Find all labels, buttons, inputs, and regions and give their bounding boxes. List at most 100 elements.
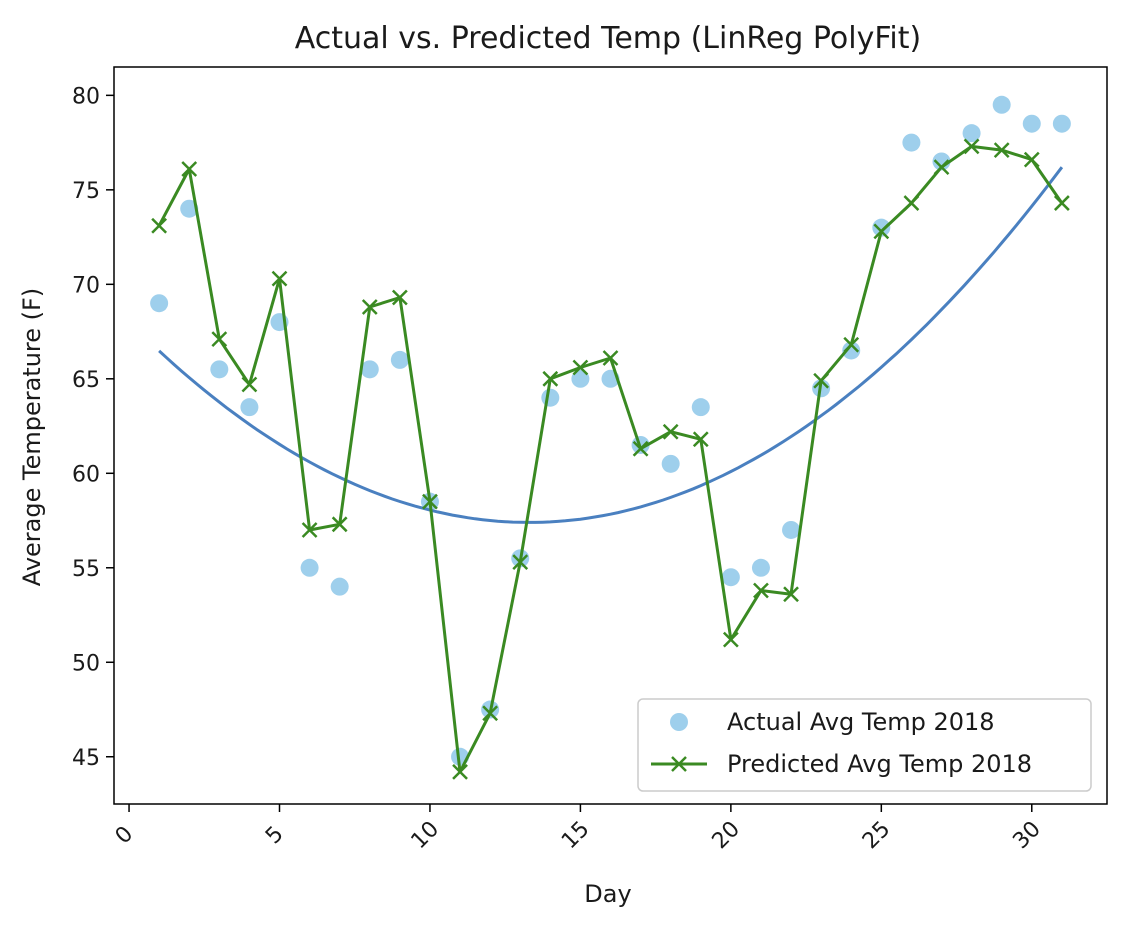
y-tick-label: 60: [72, 462, 100, 487]
actual-point: [751, 558, 770, 577]
y-axis-label: Average Temperature (F): [18, 288, 46, 586]
predicted-point: [783, 586, 799, 603]
legend: Actual Avg Temp 2018 Predicted Avg Temp …: [637, 698, 1092, 792]
legend-actual-marker: [670, 713, 688, 731]
predicted-point: [722, 631, 739, 648]
predicted-marker-stroke: [422, 493, 438, 510]
y-tick-label: 55: [72, 557, 100, 582]
actual-point: [571, 369, 590, 388]
predicted-point: [331, 516, 348, 533]
x-tick-label: 15: [557, 817, 594, 854]
y-tick-label: 65: [72, 368, 100, 393]
predicted-marker-stroke: [602, 350, 619, 366]
actual-point: [150, 294, 169, 313]
polyfit-line: [158, 166, 1064, 524]
x-tick-label: 0: [111, 822, 139, 850]
predicted-marker-stroke: [632, 440, 649, 457]
actual-point: [1022, 114, 1041, 133]
x-tick-label: 5: [261, 822, 289, 850]
actual-point: [842, 341, 861, 360]
predicted-marker-stroke: [662, 423, 679, 440]
predicted-marker-stroke: [391, 289, 408, 306]
axes-frame: [113, 66, 1108, 805]
predicted-marker-stroke: [572, 359, 589, 376]
predicted-point: [301, 522, 318, 538]
legend-predicted-label: Predicted Avg Temp 2018: [727, 750, 1032, 778]
predicted-point: [211, 331, 228, 348]
predicted-point: [391, 289, 408, 306]
predicted-marker-stroke: [512, 554, 529, 570]
predicted-point: [422, 493, 438, 510]
predicted-point: [632, 440, 649, 457]
x-tick-label: 20: [708, 817, 745, 854]
actual-point: [992, 95, 1011, 114]
predicted-point: [843, 336, 860, 353]
x-tick-label: 10: [407, 817, 444, 854]
predicted-marker-stroke: [271, 270, 288, 287]
x-axis-label: Day: [584, 880, 631, 908]
predicted-point: [361, 299, 378, 315]
y-tick-label: 45: [72, 746, 100, 771]
predicted-point: [903, 195, 920, 211]
y-tick-label: 70: [72, 273, 100, 298]
predicted-marker-stroke: [993, 142, 1010, 159]
predicted-point: [452, 763, 468, 780]
predicted-point: [662, 423, 679, 440]
actual-point: [390, 350, 409, 369]
legend-actual-label: Actual Avg Temp 2018: [727, 708, 995, 736]
actual-point: [300, 558, 319, 577]
predicted-point: [512, 554, 529, 570]
predicted-point: [1023, 151, 1040, 168]
predicted-marker-stroke: [361, 299, 378, 315]
predicted-point: [692, 431, 709, 448]
predicted-marker-stroke: [151, 217, 168, 234]
predicted-point: [963, 138, 980, 155]
predicted-marker-stroke: [1053, 195, 1070, 211]
actual-point: [360, 360, 379, 379]
y-tick-label: 50: [72, 651, 100, 676]
predicted-marker-stroke: [542, 370, 559, 387]
actual-point: [932, 152, 951, 171]
actual-point: [240, 398, 259, 417]
y-tick-label: 75: [72, 179, 100, 204]
predicted-marker-stroke: [211, 331, 228, 348]
predicted-point: [572, 359, 589, 376]
predicted-point: [482, 705, 499, 722]
predicted-marker-stroke: [933, 159, 950, 176]
x-tick-label: 30: [1008, 817, 1045, 854]
x-tick-label: 25: [858, 817, 895, 854]
predicted-point: [993, 142, 1010, 159]
predicted-marker-stroke: [963, 138, 980, 155]
predicted-point: [1053, 195, 1070, 211]
predicted-marker-stroke: [692, 431, 709, 448]
actual-point: [721, 568, 740, 587]
predicted-marker-stroke: [241, 376, 258, 393]
predicted-point: [271, 270, 288, 287]
predicted-marker-stroke: [181, 161, 198, 177]
predicted-point: [181, 161, 198, 177]
predicted-marker-stroke: [482, 705, 499, 722]
predicted-point: [753, 582, 769, 599]
chart-title: Actual vs. Predicted Temp (LinReg PolyFi…: [295, 21, 921, 56]
plot-area: [150, 95, 1071, 780]
actual-point: [180, 199, 199, 218]
predicted-marker-stroke: [873, 223, 890, 240]
actual-point: [330, 577, 349, 596]
predicted-marker-stroke: [753, 582, 769, 599]
predicted-marker-stroke: [722, 631, 739, 648]
actual-point: [210, 360, 229, 379]
actual-point: [962, 124, 981, 143]
predicted-point: [151, 217, 168, 234]
actual-point: [902, 133, 921, 152]
predicted-point: [873, 223, 890, 240]
legend-predicted-marker: [671, 756, 687, 772]
axes: 0 5 10 15 20 25 30 45 50 55 60 65 70 75 80: [72, 66, 1108, 854]
actual-point: [1052, 114, 1071, 133]
predicted-marker-stroke: [783, 586, 799, 603]
actual-point: [782, 520, 801, 539]
legend-box: [637, 698, 1092, 792]
actual-point: [872, 218, 891, 237]
predicted-marker-stroke: [1023, 151, 1040, 168]
predicted-point: [241, 376, 258, 393]
